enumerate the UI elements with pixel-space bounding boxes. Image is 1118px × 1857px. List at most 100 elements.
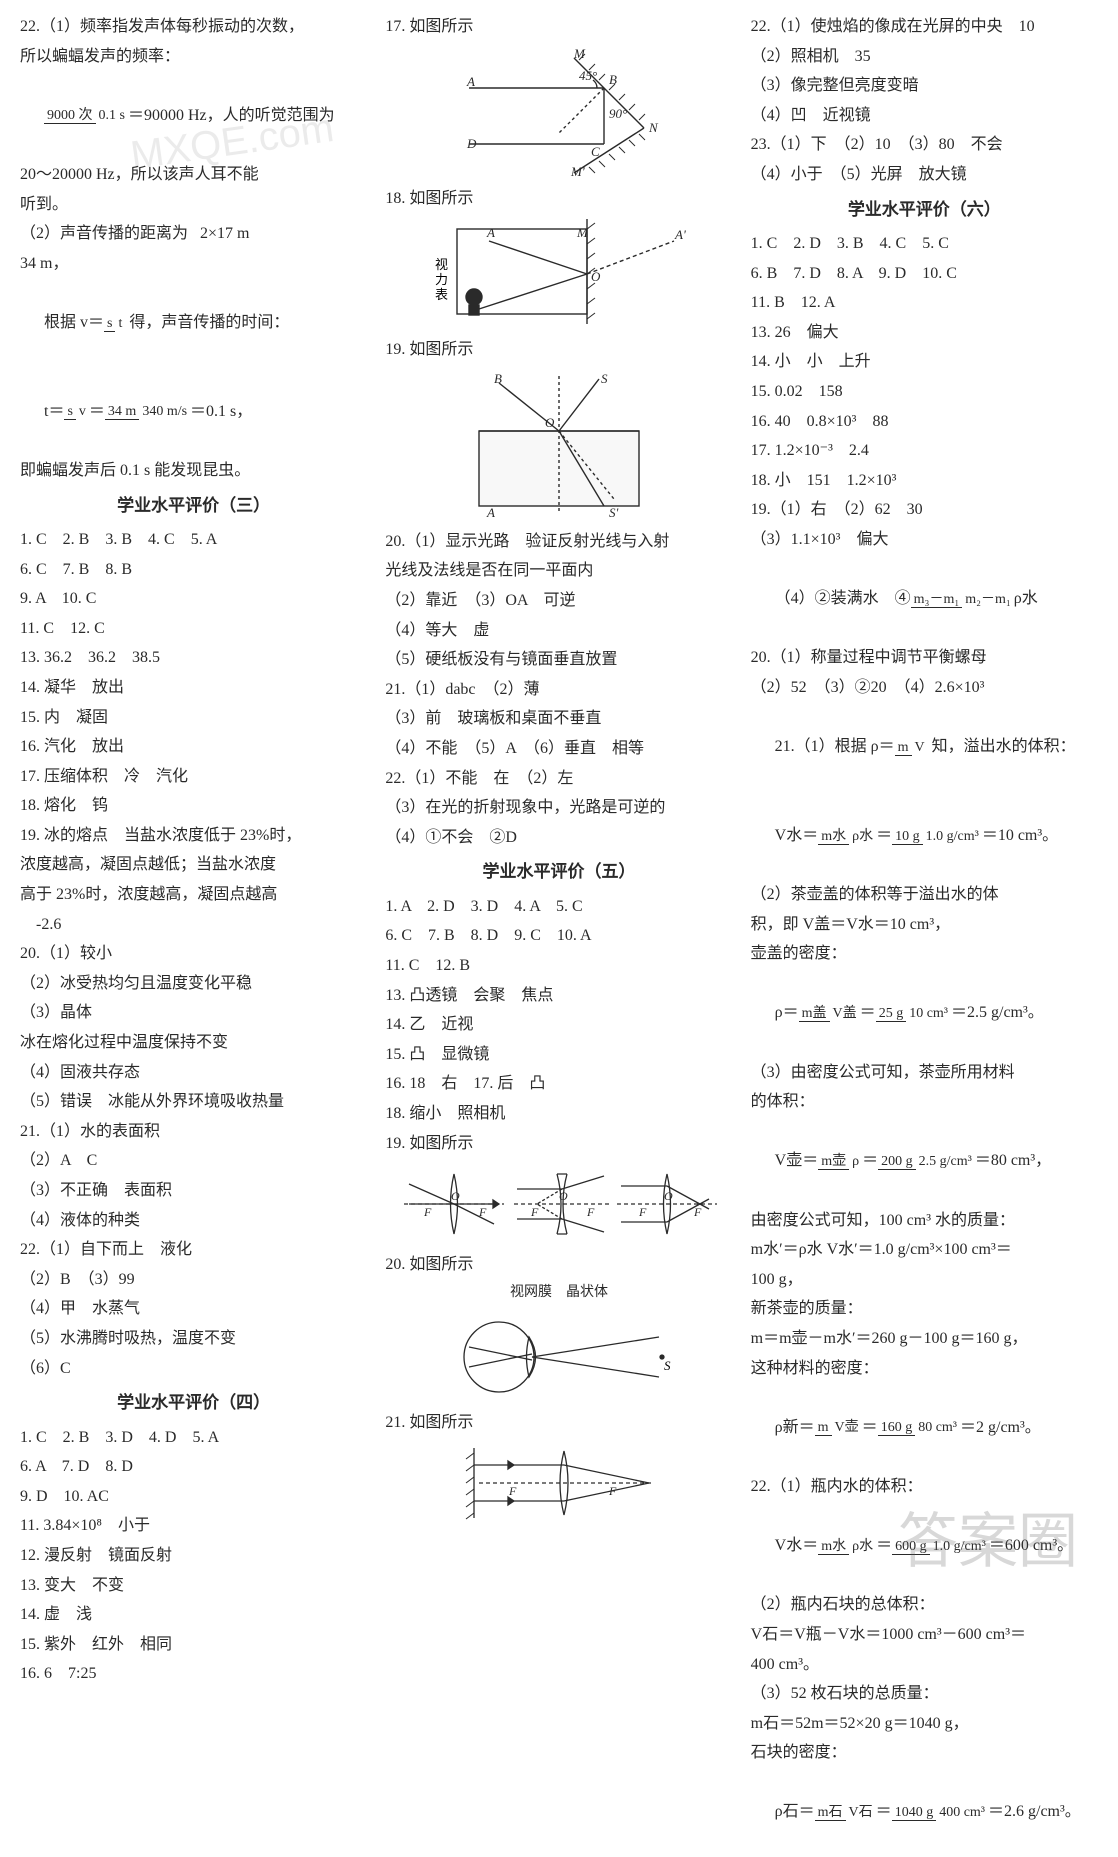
svg-text:O: O	[545, 415, 555, 430]
answer-line: 22.（1）不能 在 （2）左	[385, 764, 732, 794]
text: ρ＝	[775, 1004, 799, 1021]
text: t＝	[44, 403, 64, 420]
answer-line: （4）不能 （5）A （6）垂直 相等	[385, 734, 732, 764]
answer-line: 20. 如图所示	[385, 1250, 732, 1280]
answer-line: （2）茶壶盖的体积等于溢出水的体	[751, 880, 1098, 910]
fraction-den: V	[912, 740, 928, 755]
answer-line: （4）凹 近视镜	[751, 101, 1098, 131]
answer-line: （3）52 枚石块的总质量：	[751, 1679, 1098, 1709]
figure-19b-lenses: FOF FOF FOF	[399, 1164, 719, 1244]
answer-line: 1. C 2. B 3. D 4. D 5. A	[20, 1423, 367, 1453]
answer-line: （3）由密度公式可知，茶壶所用材料	[751, 1058, 1098, 1088]
answer-line: 15. 紫外 红外 相同	[20, 1630, 367, 1660]
answer-line: 13. 变大 不变	[20, 1571, 367, 1601]
answer-line: 11. B 12. A	[751, 288, 1098, 318]
answer-line: 400 cm³。	[751, 1650, 1098, 1680]
text: ＝600 cm³。	[989, 1537, 1073, 1554]
fraction-den: m₂－m₁	[962, 592, 1014, 607]
text: ＝	[862, 1419, 878, 1436]
answer-line: 高于 23%时，浓度越高，凝固点越高	[20, 880, 367, 910]
answer-line: V石＝V瓶－V水＝1000 cm³－600 cm³＝	[751, 1620, 1098, 1650]
answer-line: 11. 3.84×10⁸ 小于	[20, 1511, 367, 1541]
answer-line: 13. 凸透镜 会聚 焦点	[385, 981, 732, 1011]
fraction-num: 34 m	[105, 404, 139, 420]
fraction-den: V壶	[832, 1420, 862, 1435]
answer-line: 1. A 2. D 3. D 4. A 5. C	[385, 892, 732, 922]
text: V水＝	[775, 827, 819, 844]
answer-line: （4）小于 （5）光屏 放大镜	[751, 160, 1098, 190]
fraction-num: 160 g	[878, 1420, 916, 1436]
fraction-num: 1040 g	[892, 1805, 937, 1821]
section-title-3: 学业水平评价（三）	[20, 486, 367, 525]
formula-line: 9000 次0.1 s＝90000 Hz，人的听觉范围为	[20, 71, 367, 160]
figure-17: MAB 45°DC 90°NM'	[449, 48, 669, 178]
column-1: 22.（1）频率指发声体每秒振动的次数， 所以蝙蝠发声的频率： 9000 次0.…	[20, 12, 367, 1588]
answer-line: 18. 熔化 钨	[20, 791, 367, 821]
answer-line: 19. 如图所示	[385, 335, 732, 365]
text: V壶＝	[775, 1152, 819, 1169]
answer-line: 16. 40 0.8×10³ 88	[751, 407, 1098, 437]
answer-line: （2）靠近 （3）OA 可逆	[385, 586, 732, 616]
answer-line: 18. 小 151 1.2×10³	[751, 466, 1098, 496]
svg-text:F: F	[608, 1484, 617, 1498]
formula-line: （4）②装满水 ④m₃－m₁m₂－m₁ρ水	[751, 555, 1098, 644]
answer-line: （3）在光的折射现象中，光路是可逆的	[385, 793, 732, 823]
answer-line: （2）A C	[20, 1146, 367, 1176]
svg-text:S': S'	[609, 505, 619, 520]
fraction-num: m	[895, 740, 912, 756]
answer-line: 15. 凸 显微镜	[385, 1040, 732, 1070]
answer-line: 22.（1）自下而上 液化	[20, 1235, 367, 1265]
svg-text:表: 表	[435, 287, 448, 302]
fraction-den: 2.5 g/cm³	[916, 1154, 975, 1169]
section-title-4: 学业水平评价（四）	[20, 1383, 367, 1422]
fraction-den: ρ水	[849, 829, 876, 844]
answer-line: （6）C	[20, 1354, 367, 1384]
answer-line: 19.（1）右 （2）62 30	[751, 495, 1098, 525]
answer-line: 的体积：	[751, 1087, 1098, 1117]
svg-text:S: S	[664, 1358, 671, 1373]
svg-text:F: F	[508, 1484, 517, 1498]
svg-text:F: F	[530, 1205, 539, 1219]
section-title-5: 学业水平评价（五）	[385, 852, 732, 891]
figure-19: BSO AS'	[459, 371, 659, 521]
answer-line: 石块的密度：	[751, 1738, 1098, 1768]
text-line: 22.（1）频率指发声体每秒振动的次数，	[20, 12, 367, 42]
answer-line: （3）不正确 表面积	[20, 1176, 367, 1206]
answer-line: 17. 压缩体积 冷 汽化	[20, 762, 367, 792]
text: ρ石＝	[775, 1803, 815, 1820]
fraction-den: 0.1 s	[96, 108, 128, 123]
svg-text:D: D	[466, 136, 477, 151]
text: 知，溢出水的体积：	[928, 738, 1076, 755]
answer-line: （2）B （3）99	[20, 1265, 367, 1295]
answer-line: 11. C 12. B	[385, 951, 732, 981]
answer-line: 1. C 2. D 3. B 4. C 5. C	[751, 229, 1098, 259]
text: ＝90000 Hz，人的听觉范围为	[128, 107, 335, 124]
answer-line: （4）①不会 ②D	[385, 823, 732, 853]
text: ρ水	[1014, 590, 1038, 607]
fraction-num: m水	[818, 1539, 849, 1555]
svg-text:O: O	[559, 1189, 568, 1203]
svg-text:A': A'	[674, 227, 686, 242]
text: 根据 v＝	[44, 314, 104, 331]
answer-line: 由密度公式可知，100 cm³ 水的质量：	[751, 1206, 1098, 1236]
answer-line: 19. 冰的熔点 当盐水浓度低于 23%时，	[20, 821, 367, 851]
answer-line: 1. C 2. B 3. B 4. C 5. A	[20, 525, 367, 555]
figure-20-eye: S	[444, 1312, 674, 1402]
text: ＝80 cm³，	[975, 1152, 1051, 1169]
optics-diagram-icon: MAB 45°DC 90°NM'	[449, 48, 669, 178]
svg-text:力: 力	[435, 272, 448, 287]
text: ＝2 g/cm³。	[960, 1419, 1041, 1436]
column-3: 22.（1）使烛焰的像成在光屏的中央 10 （2）照相机 35 （3）像完整但亮…	[751, 12, 1098, 1588]
answer-line: （4）甲 水蒸气	[20, 1294, 367, 1324]
answer-line: （3）晶体	[20, 998, 367, 1028]
text: （4）②装满水 ④	[775, 590, 911, 607]
formula-line: V水＝m水ρ水＝600 g1.0 g/cm³＝600 cm³。	[751, 1502, 1098, 1591]
formula-line: ρ新＝mV壶＝160 g80 cm³＝2 g/cm³。	[751, 1383, 1098, 1472]
answer-line: 12. 漫反射 镜面反射	[20, 1541, 367, 1571]
fraction-num: 10 g	[892, 829, 923, 845]
answer-line: 9. D 10. AC	[20, 1482, 367, 1512]
svg-text:M': M'	[570, 164, 585, 178]
fraction-num: 9000 次	[44, 108, 96, 124]
text: ＝10 cm³。	[982, 827, 1058, 844]
formula-line: ρ＝m盖V盖＝25 g10 cm³＝2.5 g/cm³。	[751, 969, 1098, 1058]
